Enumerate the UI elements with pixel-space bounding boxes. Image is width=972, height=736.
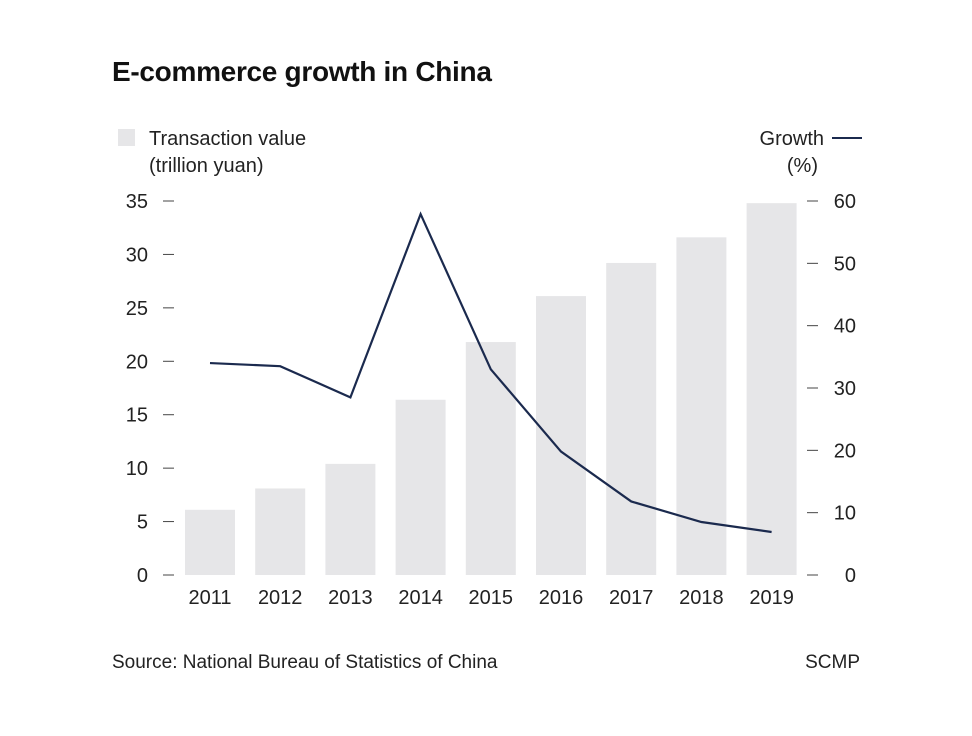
right-tick-label: 10: [834, 503, 856, 525]
chart-title: E-commerce growth in China: [112, 56, 492, 87]
bar-2017: [606, 262, 657, 575]
right-tick-label: 40: [834, 316, 856, 338]
bar-series: [185, 203, 797, 575]
legend-bar-swatch: [118, 129, 135, 146]
left-tick-label: 25: [126, 298, 148, 320]
x-axis: 2011 2012 2013 2014 2015 2016 2017 2018 2019: [188, 587, 793, 609]
x-tick-label: 2019: [749, 587, 794, 609]
bar-2015: [465, 342, 516, 575]
left-axis: 0 5 10 15 20 25 30 35: [126, 191, 174, 587]
legend-line: Growth (%): [759, 126, 862, 180]
right-tick-label: 0: [845, 565, 856, 587]
legend-bars-label-line2: (trillion yuan): [149, 155, 264, 177]
x-tick-label: 2017: [609, 587, 654, 609]
credit: SCMP: [805, 652, 860, 673]
x-tick-label: 2016: [539, 587, 584, 609]
bar-2013: [325, 463, 376, 575]
left-tick-label: 30: [126, 244, 148, 266]
left-tick-label: 10: [126, 458, 148, 480]
x-tick-label: 2014: [398, 587, 443, 609]
right-tick-label: 30: [834, 378, 856, 400]
bar-2018: [676, 237, 727, 575]
right-tick-label: 50: [834, 253, 856, 275]
x-tick-label: 2011: [188, 587, 231, 609]
bar-2011: [185, 509, 235, 575]
source-note: Source: National Bureau of Statistics of…: [112, 652, 498, 673]
legend-line-label-line2: (%): [786, 155, 818, 177]
right-axis: 0 10 20 30 40 50 60: [807, 191, 856, 587]
left-tick-label: 5: [137, 512, 148, 534]
bar-2016: [536, 296, 586, 575]
bar-2012: [255, 488, 306, 575]
x-tick-label: 2015: [469, 587, 514, 609]
x-tick-label: 2018: [679, 587, 724, 609]
legend-line-swatch: [832, 136, 862, 139]
bar-2014: [395, 399, 446, 575]
right-tick-label: 20: [834, 440, 856, 462]
legend-line-label-line1: Growth: [759, 128, 824, 150]
left-tick-label: 0: [137, 565, 148, 587]
right-tick-label: 60: [834, 191, 856, 213]
bar-2019: [746, 203, 797, 575]
left-tick-label: 20: [126, 351, 148, 373]
x-tick-label: 2013: [328, 587, 373, 609]
left-tick-label: 35: [126, 191, 148, 213]
left-tick-label: 15: [126, 405, 148, 427]
legend-bars: Transaction value (trillion yuan): [118, 126, 306, 180]
growth-line-series: [209, 211, 772, 534]
legend-bars-label-line1: Transaction value: [149, 128, 307, 150]
x-tick-label: 2012: [258, 587, 303, 609]
